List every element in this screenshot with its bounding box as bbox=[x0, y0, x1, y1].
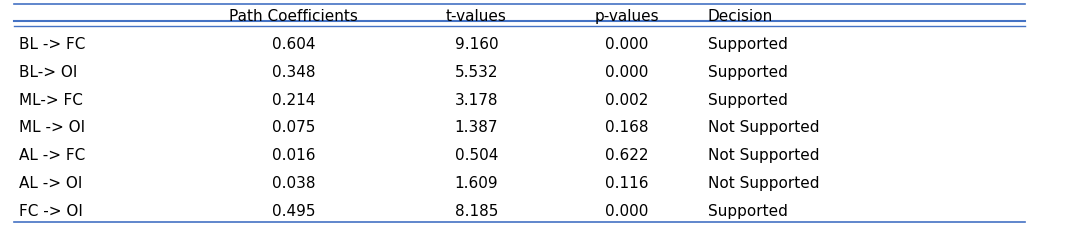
Text: ML -> OI: ML -> OI bbox=[18, 120, 85, 135]
Text: 0.075: 0.075 bbox=[272, 120, 315, 135]
Text: Not Supported: Not Supported bbox=[708, 175, 819, 190]
Text: 3.178: 3.178 bbox=[454, 92, 498, 107]
Text: Supported: Supported bbox=[708, 64, 788, 79]
Text: 0.000: 0.000 bbox=[606, 37, 649, 52]
Text: BL -> FC: BL -> FC bbox=[18, 37, 85, 52]
Text: BL-> OI: BL-> OI bbox=[18, 64, 77, 79]
Text: 0.348: 0.348 bbox=[272, 64, 315, 79]
Text: Not Supported: Not Supported bbox=[708, 148, 819, 163]
Text: 1.387: 1.387 bbox=[454, 120, 498, 135]
Text: Path Coefficients: Path Coefficients bbox=[229, 9, 358, 24]
Text: 0.002: 0.002 bbox=[606, 92, 649, 107]
Text: 5.532: 5.532 bbox=[454, 64, 498, 79]
Text: 0.495: 0.495 bbox=[272, 203, 315, 218]
Text: 0.000: 0.000 bbox=[606, 203, 649, 218]
Text: AL -> OI: AL -> OI bbox=[18, 175, 82, 190]
Text: 1.609: 1.609 bbox=[454, 175, 498, 190]
Text: Decision: Decision bbox=[708, 9, 774, 24]
Text: 0.504: 0.504 bbox=[454, 148, 498, 163]
Text: Not Supported: Not Supported bbox=[708, 120, 819, 135]
Text: ML-> FC: ML-> FC bbox=[18, 92, 83, 107]
Text: Supported: Supported bbox=[708, 37, 788, 52]
Text: 9.160: 9.160 bbox=[454, 37, 498, 52]
Text: Supported: Supported bbox=[708, 203, 788, 218]
Text: 0.604: 0.604 bbox=[272, 37, 315, 52]
Text: 0.214: 0.214 bbox=[272, 92, 315, 107]
Text: 8.185: 8.185 bbox=[454, 203, 498, 218]
Text: 0.000: 0.000 bbox=[606, 64, 649, 79]
Text: t-values: t-values bbox=[446, 9, 506, 24]
Text: p-values: p-values bbox=[595, 9, 659, 24]
Text: 0.038: 0.038 bbox=[272, 175, 315, 190]
Text: 0.622: 0.622 bbox=[605, 148, 649, 163]
Text: 0.168: 0.168 bbox=[605, 120, 649, 135]
Text: AL -> FC: AL -> FC bbox=[18, 148, 85, 163]
Text: 0.116: 0.116 bbox=[605, 175, 649, 190]
Text: 0.016: 0.016 bbox=[272, 148, 315, 163]
Text: FC -> OI: FC -> OI bbox=[18, 203, 83, 218]
Text: Supported: Supported bbox=[708, 92, 788, 107]
